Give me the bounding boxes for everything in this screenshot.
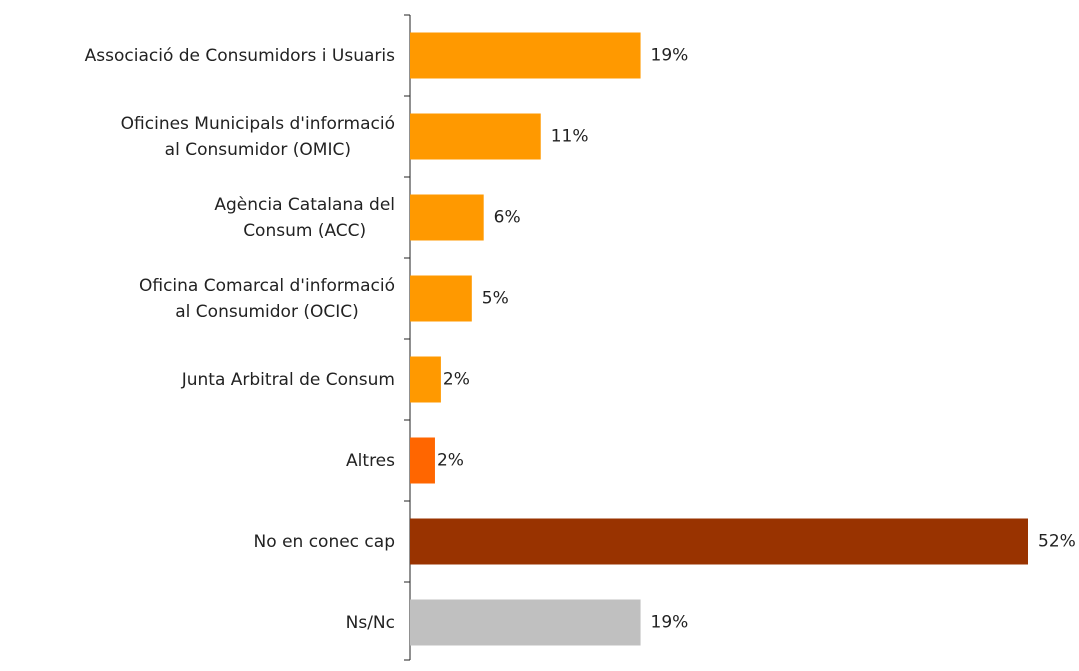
value-label: 2%: [437, 451, 464, 471]
value-label: 2%: [443, 370, 470, 390]
value-label: 19%: [651, 46, 689, 66]
category-label: Ns/Nc: [345, 612, 395, 633]
value-label: 6%: [494, 208, 521, 228]
bar: [410, 356, 441, 403]
bar: [410, 32, 641, 79]
bar: [410, 194, 484, 241]
bar: [410, 113, 541, 160]
category-label: Junta Arbitral de Consum: [181, 369, 395, 390]
category-label: Agència Catalana del Consum (ACC): [214, 194, 395, 241]
bar: [410, 437, 435, 484]
value-label: 5%: [482, 289, 509, 309]
bar: [410, 275, 472, 322]
value-label: 11%: [551, 127, 589, 147]
value-label: 19%: [651, 613, 689, 633]
category-label: Altres: [346, 450, 395, 471]
bar: [410, 518, 1028, 565]
category-label: Oficina Comarcal d'informació al Consumi…: [139, 275, 395, 322]
category-label: Oficines Municipals d'informació al Cons…: [120, 113, 395, 160]
bar: [410, 599, 641, 646]
category-label: No en conec cap: [253, 531, 395, 552]
category-label: Associació de Consumidors i Usuaris: [84, 45, 395, 66]
value-label: 52%: [1038, 532, 1076, 552]
